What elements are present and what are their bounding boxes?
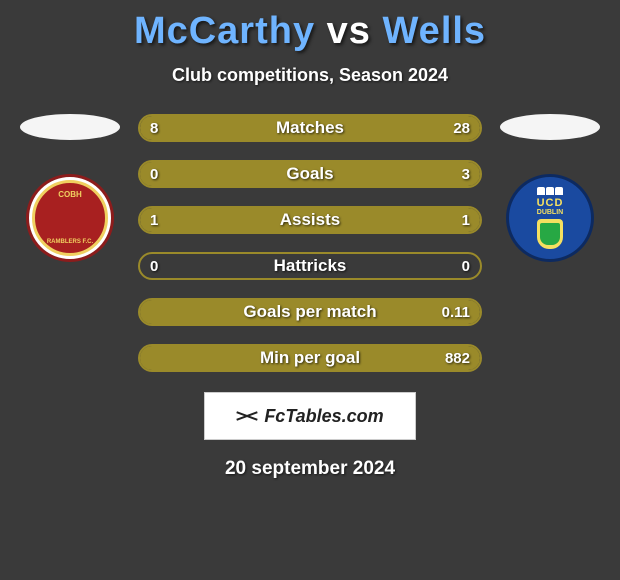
brand-text: FcTables.com	[264, 406, 383, 427]
brand-box[interactable]: FcTables.com	[204, 392, 416, 440]
stat-bar: Goals per match0.11	[138, 298, 482, 326]
castle-icon	[537, 187, 563, 195]
stat-bar: 8Matches28	[138, 114, 482, 142]
logo-burst-icon	[236, 405, 258, 427]
stat-bar: Min per goal882	[138, 344, 482, 372]
stat-value-right: 28	[453, 116, 470, 140]
comparison-subtitle: Club competitions, Season 2024	[0, 65, 620, 86]
player2-avatar-placeholder	[500, 114, 600, 140]
player1-avatar-placeholder	[20, 114, 120, 140]
stat-label: Matches	[140, 116, 480, 140]
club2-abbrev: UCD	[537, 197, 564, 209]
stat-label: Min per goal	[140, 346, 480, 370]
comparison-title: McCarthy vs Wells	[0, 0, 620, 53]
player2-club-badge: UCD DUBLIN	[506, 174, 594, 262]
stat-bar: 1Assists1	[138, 206, 482, 234]
stat-label: Goals	[140, 162, 480, 186]
stat-value-right: 1	[462, 208, 470, 232]
stat-value-right: 882	[445, 346, 470, 370]
stat-value-right: 0.11	[442, 300, 470, 324]
stat-bar: 0Goals3	[138, 160, 482, 188]
player1-club-badge: COBH RAMBLERS F.C.	[26, 174, 114, 262]
comparison-date: 20 september 2024	[0, 458, 620, 480]
stat-bar: 0Hattricks0	[138, 252, 482, 280]
title-player1: McCarthy	[134, 10, 315, 52]
badge-cobh-inner: COBH RAMBLERS F.C.	[32, 180, 108, 256]
right-column: UCD DUBLIN	[500, 114, 600, 262]
stat-value-right: 3	[462, 162, 470, 186]
comparison-layout: COBH RAMBLERS F.C. 8Matches280Goals31Ass…	[0, 114, 620, 372]
harp-icon	[537, 219, 563, 249]
stat-value-right: 0	[462, 254, 470, 278]
stat-label: Assists	[140, 208, 480, 232]
stat-label: Goals per match	[140, 300, 480, 324]
title-player2: Wells	[383, 10, 487, 52]
stat-label: Hattricks	[140, 254, 480, 278]
fctables-logo: FcTables.com	[236, 405, 383, 427]
club1-abbrev: COBH	[58, 191, 82, 199]
club2-sub: DUBLIN	[537, 209, 563, 216]
badge-ucd-inner: UCD DUBLIN	[513, 181, 587, 255]
title-vs: vs	[327, 10, 371, 52]
left-column: COBH RAMBLERS F.C.	[20, 114, 120, 262]
club1-sub: RAMBLERS F.C.	[47, 239, 93, 245]
stats-container: 8Matches280Goals31Assists10Hattricks0Goa…	[138, 114, 482, 372]
